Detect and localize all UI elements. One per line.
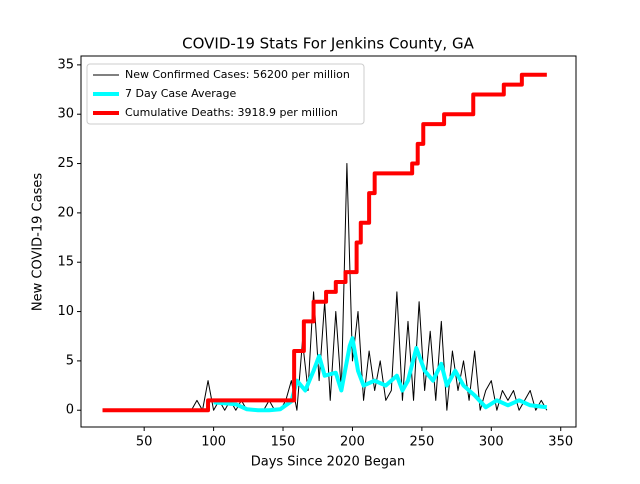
x-tick-label: 200 — [340, 435, 365, 450]
x-tick-label: 250 — [409, 435, 434, 450]
y-tick-label: 30 — [57, 107, 74, 122]
legend-box — [86, 63, 365, 125]
legend-label: Cumulative Deaths: 3918.9 per million — [125, 106, 338, 119]
x-tick-label: 100 — [201, 435, 226, 450]
y-tick-label: 25 — [57, 156, 74, 171]
x-tick-label: 50 — [136, 435, 153, 450]
legend-label: New Confirmed Cases: 56200 per million — [125, 68, 350, 81]
x-tick-label: 150 — [271, 435, 296, 450]
y-axis-label: New COVID-19 Cases — [31, 173, 46, 311]
legend-label: 7 Day Case Average — [125, 87, 237, 100]
y-tick-label: 20 — [57, 205, 74, 220]
y-tick-label: 10 — [57, 304, 74, 319]
x-axis-label: Days Since 2020 Began — [251, 455, 406, 470]
x-tick-label: 350 — [548, 435, 573, 450]
x-tick-label: 300 — [479, 435, 504, 450]
chart-title: COVID-19 Stats For Jenkins County, GA — [182, 35, 474, 53]
plot-frame — [80, 55, 577, 428]
series-line — [213, 336, 548, 413]
y-tick-label: 35 — [57, 57, 74, 72]
y-tick-label: 0 — [66, 403, 74, 418]
series-line — [102, 72, 547, 413]
y-tick-label: 5 — [66, 353, 74, 368]
y-tick-label: 15 — [57, 255, 74, 270]
